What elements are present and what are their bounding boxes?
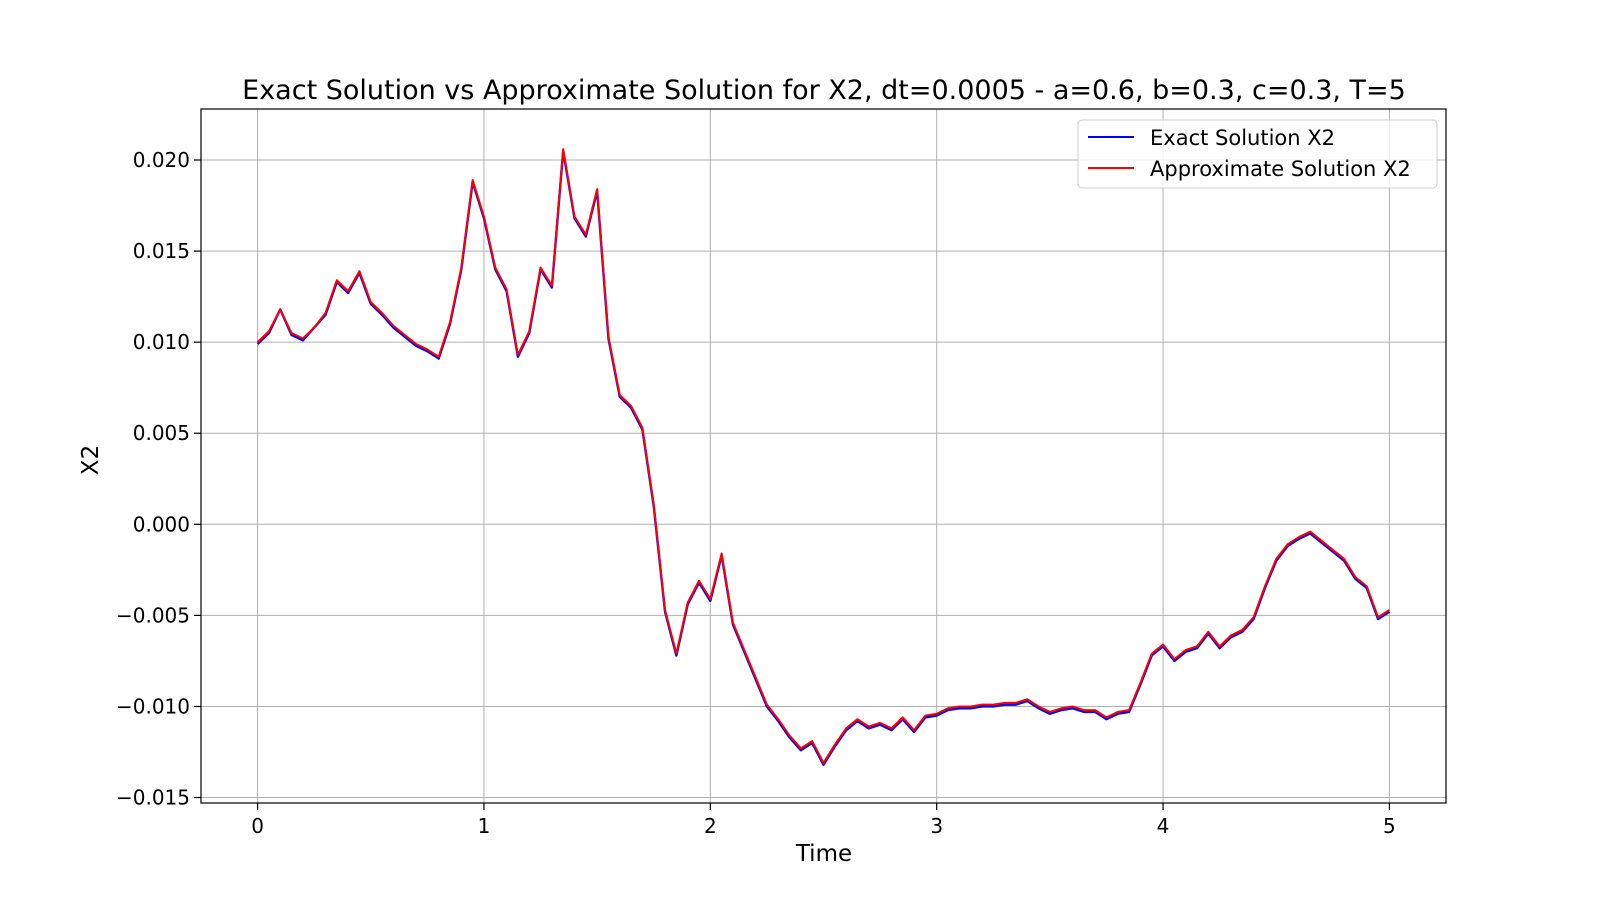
plot-area-frame xyxy=(200,108,1447,804)
x-axis-ticks: 0 1 2 3 4 5 xyxy=(251,803,1396,838)
grid-lines xyxy=(201,109,1446,803)
x-tick-label: 3 xyxy=(930,814,943,838)
series-lines xyxy=(256,148,1391,766)
x-tick-label: 2 xyxy=(704,814,717,838)
legend-label-exact: Exact Solution X2 xyxy=(1150,126,1335,150)
y-tick-label: −0.010 xyxy=(116,694,190,718)
y-tick-label: 0.020 xyxy=(133,148,190,172)
y-tick-label: 0.010 xyxy=(133,330,190,354)
chart-title: Exact Solution vs Approximate Solution f… xyxy=(242,75,1406,106)
y-tick-label: −0.005 xyxy=(116,603,190,627)
y-axis-label: X2 xyxy=(78,445,104,475)
y-tick-label: 0.000 xyxy=(133,512,190,536)
legend-box xyxy=(1077,119,1438,189)
y-tick-label: −0.015 xyxy=(116,786,190,810)
x-tick-label: 5 xyxy=(1383,814,1396,838)
x-tick-label: 0 xyxy=(251,814,264,838)
x-axis-label: Time xyxy=(795,841,852,867)
y-tick-label: 0.015 xyxy=(133,239,190,263)
legend-label-approximate: Approximate Solution X2 xyxy=(1150,157,1411,181)
x-tick-label: 1 xyxy=(478,814,491,838)
x-tick-label: 4 xyxy=(1157,814,1170,838)
y-tick-label: 0.005 xyxy=(133,421,190,445)
series-line-approximate xyxy=(256,148,1390,764)
y-axis-ticks: −0.015 −0.010 −0.005 0.000 0.005 0.010 0.015 0.… xyxy=(116,148,201,810)
legend: Exact Solution X2 Approximate Solution X… xyxy=(1077,119,1438,189)
